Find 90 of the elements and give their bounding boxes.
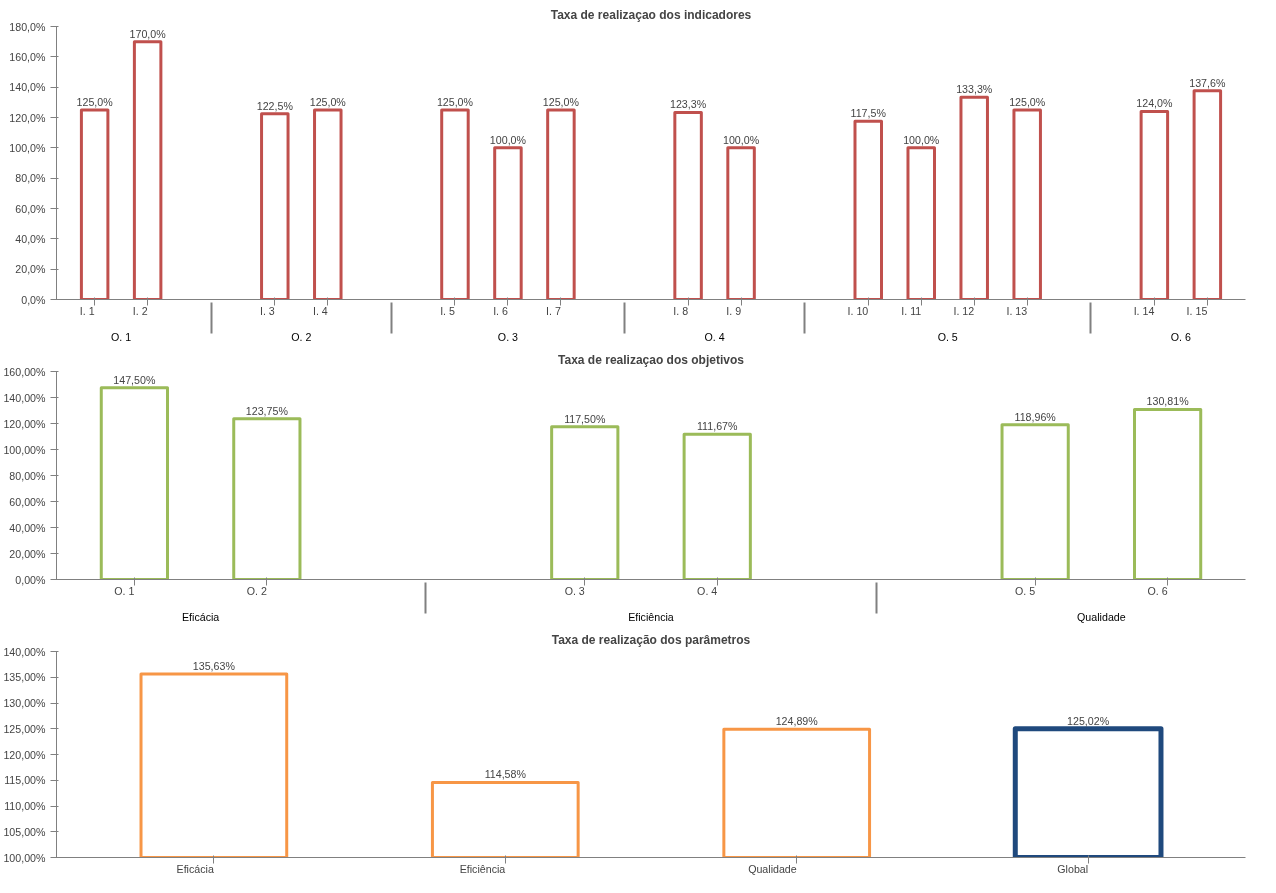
text: Eficácia <box>181 610 220 623</box>
x-tick-label: I. 12 <box>953 304 975 317</box>
data-label: 124,0% <box>1136 97 1173 110</box>
y-tick-label: 125,00% <box>3 722 47 735</box>
data-label: 122,5% <box>256 99 294 112</box>
data-label: 137,6% <box>1189 76 1226 89</box>
text: O. 1 <box>111 330 132 343</box>
text: Qualidade <box>1077 610 1126 623</box>
y-tick-label: 80,00% <box>9 469 47 482</box>
chart-title: Taxa de realizaçao dos objetivos <box>558 352 745 367</box>
data-label: 118,96% <box>1014 410 1057 423</box>
data-label: 170,0% <box>129 27 167 40</box>
x-tick-label: O. 3 <box>564 584 585 597</box>
chart-title: Taxa de realização dos parâmetros <box>551 632 751 647</box>
y-tick-label: 100,00% <box>3 443 47 456</box>
data-label: 125,0% <box>436 95 474 108</box>
x-tick-label: I. 10 <box>847 304 869 317</box>
y-tick-label: 120,0% <box>9 111 47 124</box>
y-tick-label: 105,00% <box>3 825 47 838</box>
data-label: 100,0% <box>903 133 940 146</box>
y-tick-label: 0,00% <box>15 573 47 586</box>
data-label: 125,02% <box>1067 714 1110 727</box>
data-label: 133,3% <box>956 83 993 96</box>
text: O. 4 <box>704 330 725 343</box>
x-tick-label: I. 3 <box>259 304 275 317</box>
x-tick-label: Global <box>1057 862 1089 875</box>
x-tick-label: I. 2 <box>132 304 148 317</box>
data-label: 114,58% <box>484 768 527 781</box>
y-tick-label: 120,00% <box>3 417 47 430</box>
x-tick-label: I. 4 <box>312 304 328 317</box>
text: O. 3 <box>497 330 519 343</box>
x-tick-label: O. 2 <box>246 584 267 597</box>
y-tick-label: 100,0% <box>9 141 47 154</box>
y-tick-label: 110,00% <box>4 800 47 812</box>
y-tick-label: 140,00% <box>3 645 47 658</box>
x-tick-label: Eficácia <box>176 862 214 875</box>
text: Eficiência <box>628 610 674 623</box>
data-label: 147,50% <box>113 373 156 386</box>
x-tick-label: I. 6 <box>493 304 509 317</box>
y-tick-label: 100,00% <box>3 851 47 864</box>
x-tick-label: I. 7 <box>546 304 561 317</box>
y-tick-label: 180,0% <box>9 20 47 33</box>
data-label: 135,63% <box>192 660 236 673</box>
x-tick-label: Qualidade <box>748 862 797 875</box>
data-label: 123,3% <box>670 98 707 111</box>
y-tick-label: 160,00% <box>3 365 47 378</box>
x-tick-label: I. 13 <box>1006 304 1028 317</box>
y-tick-label: 0,0% <box>21 293 47 306</box>
x-tick-label: O. 5 <box>1015 584 1036 597</box>
y-tick-label: 60,0% <box>15 202 47 215</box>
x-tick-label: O. 6 <box>1147 584 1168 597</box>
x-tick-label: I. 5 <box>440 304 456 317</box>
y-tick-label: 20,0% <box>15 263 47 276</box>
y-tick-label: 60,00% <box>9 495 47 508</box>
x-tick-label: Eficiência <box>459 862 506 875</box>
x-tick-label: I. 14 <box>1133 304 1155 317</box>
y-tick-label: 20,00% <box>9 547 47 560</box>
x-tick-label: O. 1 <box>114 584 135 597</box>
y-tick-label: 140,00% <box>3 391 47 404</box>
data-label: 125,0% <box>1009 95 1046 108</box>
text: O. 6 <box>1170 330 1191 343</box>
y-tick-label: 140,0% <box>9 81 47 94</box>
y-tick-label: 130,00% <box>3 697 47 709</box>
y-tick-label: 40,00% <box>9 521 47 534</box>
data-label: 117,50% <box>564 412 606 425</box>
data-label: 125,0% <box>542 95 580 108</box>
data-label: 130,81% <box>1146 395 1190 408</box>
x-tick-label: O. 4 <box>697 584 718 597</box>
data-label: 125,0% <box>309 95 347 108</box>
y-tick-label: 40,0% <box>15 232 47 245</box>
y-tick-label: 120,00% <box>3 748 47 761</box>
data-label: 124,89% <box>775 715 819 728</box>
x-tick-label: I. 11 <box>901 304 922 317</box>
data-label: 111,67% <box>696 420 738 433</box>
x-tick-label: I. 9 <box>726 304 742 317</box>
x-tick-label: I. 8 <box>673 304 689 317</box>
data-label: 123,75% <box>245 404 289 417</box>
y-tick-label: 135,00% <box>3 671 47 684</box>
text: O. 5 <box>937 330 958 343</box>
x-tick-label: I. 1 <box>79 304 95 317</box>
chart-title: Taxa de realizaçao dos indicadores <box>550 7 752 22</box>
y-tick-label: 80,0% <box>15 172 47 185</box>
data-label: 100,0% <box>723 133 760 146</box>
data-label: 125,0% <box>76 95 114 108</box>
x-tick-label: I. 15 <box>1186 304 1208 317</box>
y-tick-label: 160,0% <box>9 50 47 63</box>
text: O. 2 <box>291 330 312 343</box>
data-label: 100,0% <box>489 133 527 146</box>
y-tick-label: 115,00% <box>4 774 47 787</box>
data-label: 117,5% <box>850 107 887 120</box>
